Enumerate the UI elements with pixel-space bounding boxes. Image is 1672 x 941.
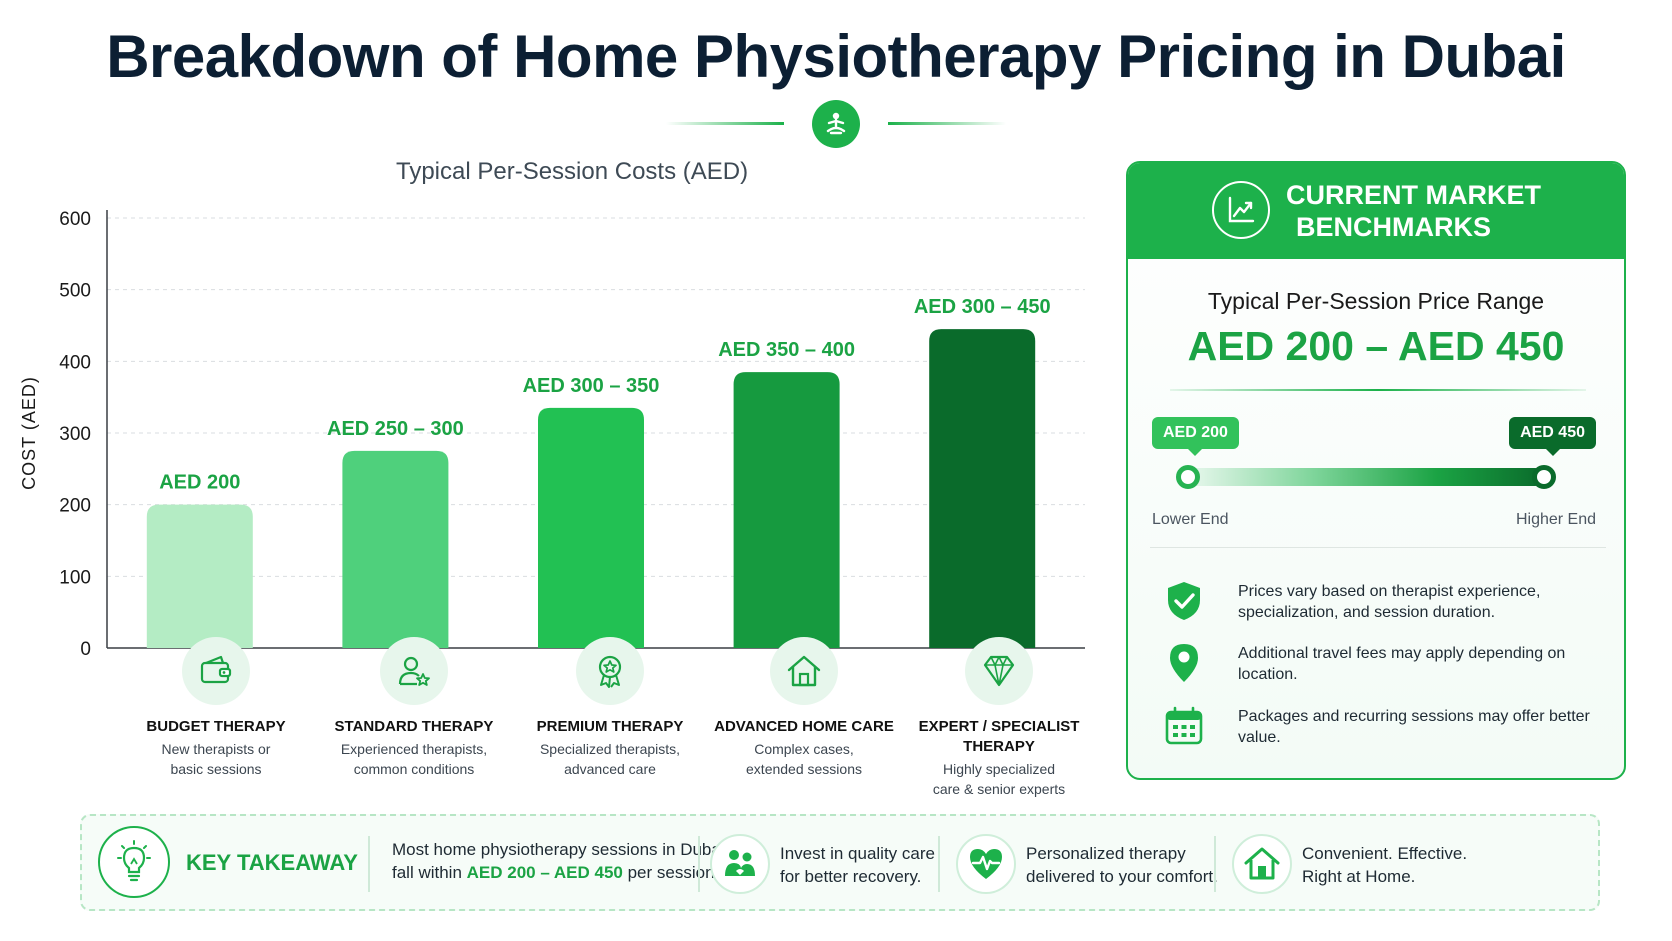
y-axis-title: COST (AED): [19, 376, 39, 490]
category-budget-therapy: BUDGET THERAPY New therapists or basic se…: [121, 637, 311, 779]
category-premium-therapy: PREMIUM THERAPY Specialized therapists, a…: [515, 637, 705, 779]
divider-line-right: [888, 122, 1006, 125]
takeaway-highlight: AED 200 – AED 450: [466, 863, 623, 882]
calendar-icon: [1164, 704, 1204, 748]
panel-title: CURRENT MARKET BENCHMARKS: [1286, 180, 1541, 242]
takeaway-separator: [368, 836, 370, 892]
price-range-track: [1188, 468, 1544, 486]
category-desc: Highly specialized care & senior experts: [932, 761, 1066, 797]
y-tick-label: 0: [80, 639, 91, 660]
category-name: ADVANCED HOME CARE: [714, 718, 894, 735]
bar-data-label: AED 200: [159, 472, 240, 494]
range-value: AED 200 – AED 450: [1187, 323, 1565, 369]
category-desc: Complex cases, extended sessions: [746, 741, 862, 777]
y-tick-label: 500: [59, 281, 91, 302]
high-end-marker: [1532, 465, 1556, 489]
y-tick-label: 400: [59, 352, 91, 373]
takeaway-item-text: Convenient. Effective. Right at Home.: [1302, 844, 1468, 886]
note-text: Packages and recurring sessions may offe…: [1238, 708, 1590, 746]
bar: [733, 372, 840, 648]
bar-data-label: AED 300 – 450: [914, 296, 1051, 318]
category-name: BUDGET THERAPY: [146, 718, 286, 735]
caregiver-icon: [710, 834, 770, 894]
diamond-icon: [965, 637, 1033, 705]
bar: [929, 329, 1036, 648]
bar-chart: 0 100 200 300 400 500 600 COST (AED) AED 200 AED …: [19, 209, 1085, 660]
takeaway-separator: [1214, 836, 1216, 892]
category-standard-therapy: STANDARD THERAPY Experienced therapists,…: [319, 637, 509, 779]
award-badge-icon: [576, 637, 644, 705]
bar: [146, 504, 253, 648]
category-desc: Specialized therapists, advanced care: [539, 741, 681, 777]
note-text: Additional travel fees may apply dependi…: [1238, 645, 1566, 683]
higher-end-label: Higher End: [1515, 511, 1596, 528]
wallet-icon: [182, 637, 250, 705]
takeaway-summary: Most home physiotherapy sessions in Duba…: [392, 840, 725, 882]
heart-pulse-icon: [956, 834, 1016, 894]
note-packages: Packages and recurring sessions may offe…: [1164, 704, 1604, 754]
bar-data-label: AED 350 – 400: [718, 339, 855, 361]
trend-chart-icon: [1212, 181, 1270, 239]
low-end-marker: [1176, 465, 1200, 489]
takeaway-title: KEY TAKEAWAY: [186, 850, 358, 875]
category-desc: Experienced therapists, common conditions: [340, 741, 488, 777]
range-divider: [1170, 389, 1586, 391]
takeaway-separator: [698, 836, 700, 892]
panel-header: CURRENT MARKET BENCHMARKS: [1128, 163, 1624, 259]
category-name: STANDARD THERAPY: [334, 718, 494, 735]
takeaway-item-text: Invest in quality care for better recover…: [780, 844, 935, 886]
lower-end-label: Lower End: [1152, 511, 1229, 528]
divider-line-left: [666, 122, 784, 125]
takeaway-item-text: Personalized therapy delivered to your co…: [1026, 844, 1218, 886]
lightbulb-icon: [98, 826, 170, 898]
home-icon: [770, 637, 838, 705]
note-experience: Prices vary based on therapist experienc…: [1164, 579, 1604, 629]
y-tick-label: 600: [59, 209, 91, 230]
chart-title: Typical Per-Session Costs (AED): [396, 158, 749, 185]
panel-divider: [1150, 547, 1606, 548]
location-pin-icon: [1164, 641, 1204, 685]
note-text: Prices vary based on therapist experienc…: [1238, 583, 1541, 621]
category-name: PREMIUM THERAPY: [536, 718, 684, 735]
bar: [538, 407, 644, 648]
low-price-pill: AED 200: [1152, 417, 1239, 456]
category-expert-specialist-therapy: EXPERT / SPECIALIST THERAPY Highly specia…: [904, 637, 1094, 799]
house-icon: [1232, 834, 1292, 894]
y-tick-label: 100: [59, 567, 91, 588]
category-name: EXPERT / SPECIALIST THERAPY: [918, 718, 1080, 755]
title-divider: [666, 100, 1006, 148]
note-travel-fees: Additional travel fees may apply dependi…: [1164, 641, 1604, 691]
bar-data-label: AED 250 – 300: [327, 418, 464, 440]
range-label: Typical Per-Session Price Range: [1207, 288, 1545, 314]
shield-check-icon: [1164, 579, 1204, 623]
key-takeaway-banner: KEY TAKEAWAY Most home physiotherapy ses…: [80, 814, 1600, 911]
y-tick-label: 200: [59, 496, 91, 517]
bar-data-label: AED 300 – 350: [523, 375, 660, 397]
user-star-icon: [380, 637, 448, 705]
market-benchmarks-panel: CURRENT MARKET BENCHMARKS Typical Per-Ses…: [1126, 161, 1626, 780]
category-desc: New therapists or basic sessions: [161, 741, 271, 777]
page-title: Breakdown of Home Physiotherapy Pricing …: [106, 23, 1566, 90]
high-price-pill: AED 450: [1509, 417, 1596, 456]
y-tick-label: 300: [59, 424, 91, 445]
category-advanced-home-care: ADVANCED HOME CARE Complex cases, extende…: [709, 637, 899, 779]
bar: [342, 450, 449, 648]
takeaway-separator: [938, 836, 940, 892]
physio-badge-icon: [812, 100, 860, 148]
